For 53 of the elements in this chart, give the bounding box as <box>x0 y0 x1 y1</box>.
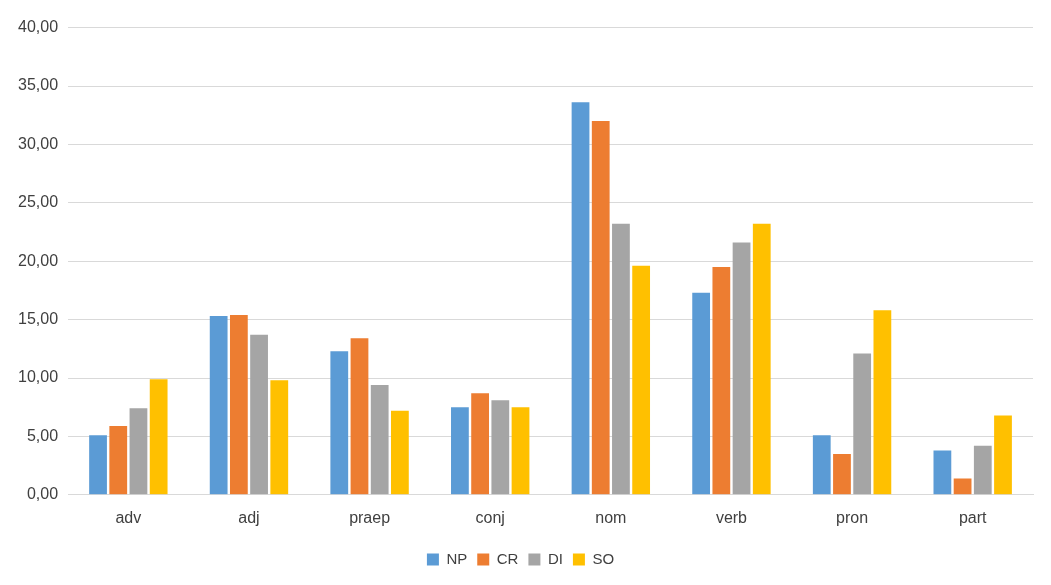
x-tick-label: nom <box>595 508 627 526</box>
legend-label: SO <box>592 549 615 567</box>
bar <box>692 292 711 495</box>
bar <box>491 400 510 495</box>
y-tick-label: 30,00 <box>17 134 59 152</box>
bar <box>451 407 469 495</box>
bar <box>994 415 1012 495</box>
x-tick-label: adv <box>115 508 142 526</box>
bar <box>933 450 952 495</box>
y-tick-label: 10,00 <box>17 368 59 386</box>
bar <box>632 265 651 495</box>
y-tick-label: 20,00 <box>17 251 59 269</box>
bar <box>471 393 489 495</box>
bar <box>873 310 892 495</box>
y-tick-label: 0,00 <box>26 485 59 503</box>
y-tick-label: 25,00 <box>17 193 59 211</box>
bar <box>89 435 107 495</box>
bar <box>370 385 389 495</box>
x-tick-label: verb <box>715 508 748 526</box>
bar <box>612 223 630 495</box>
y-tick-label: 5,00 <box>26 426 59 444</box>
bar <box>973 445 992 495</box>
bar <box>109 425 128 495</box>
bar <box>209 316 228 495</box>
bar <box>732 242 751 495</box>
legend-label: NP <box>446 549 468 567</box>
bar <box>350 338 369 495</box>
bar <box>391 410 409 495</box>
x-tick-label: praep <box>349 508 391 526</box>
bar <box>853 353 872 495</box>
y-tick-label: 40,00 <box>17 18 59 36</box>
bar <box>129 408 148 495</box>
bar <box>812 435 831 495</box>
y-tick-label: 15,00 <box>17 310 59 328</box>
bar <box>511 407 530 495</box>
bar <box>712 267 731 495</box>
bar <box>833 453 851 495</box>
bar <box>752 223 771 495</box>
x-tick-label: adj <box>238 508 260 526</box>
legend-label: CR <box>496 549 519 567</box>
x-tick-label: conj <box>475 508 505 526</box>
x-tick-label: part <box>958 508 988 526</box>
bar <box>330 351 349 495</box>
bar <box>571 102 590 495</box>
y-tick-label: 35,00 <box>17 76 59 94</box>
bar <box>149 379 168 495</box>
bar <box>591 121 610 495</box>
bar <box>953 478 972 495</box>
legend-label: DI <box>547 549 563 567</box>
bar <box>270 380 289 495</box>
x-tick-label: pron <box>836 508 869 526</box>
bar <box>250 334 268 495</box>
bar <box>229 314 248 495</box>
